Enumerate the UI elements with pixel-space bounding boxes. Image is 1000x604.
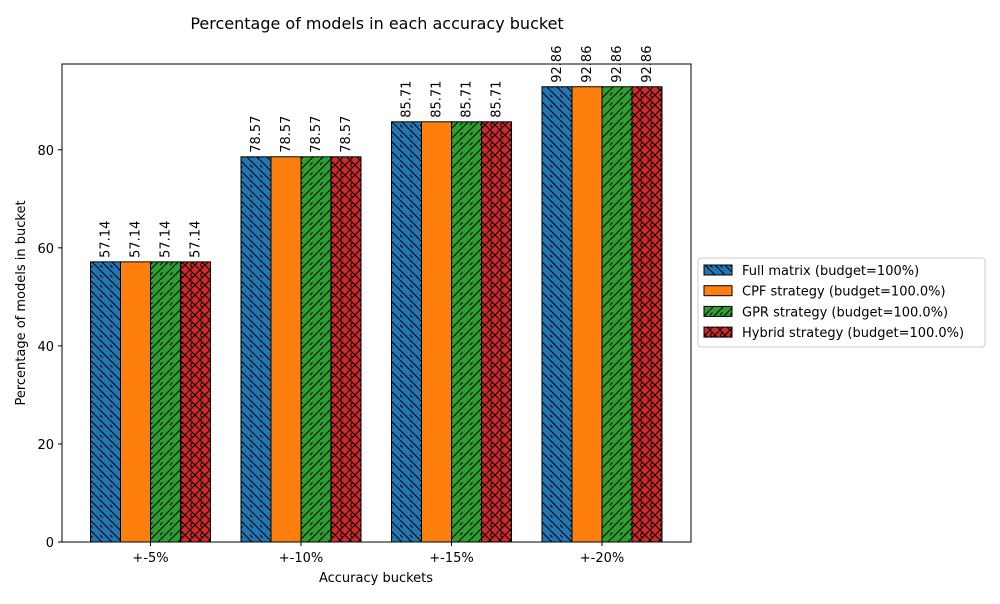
legend-swatch-outline: [703, 305, 733, 317]
legend-frame: [697, 257, 986, 348]
bar: [90, 261, 121, 543]
bar: [601, 86, 633, 543]
data-label: 85.71: [430, 81, 445, 118]
bar-hatch: [542, 86, 572, 542]
legend-swatch-outline: [703, 326, 733, 338]
bar-fill: [421, 121, 452, 542]
bar-hatch: [241, 156, 271, 542]
legend-item: CPF strategy (budget=100.0%): [703, 285, 946, 300]
y-tick-label: 0: [46, 536, 54, 551]
legend-swatch-hatch: [704, 327, 732, 338]
x-tick-label: +-20%: [580, 551, 624, 566]
bars-layer: [90, 86, 663, 543]
bar: [481, 121, 512, 543]
data-label: 85.71: [400, 81, 415, 118]
bar-fill: [572, 86, 602, 542]
legend-label: CPF strategy (budget=100.0%): [742, 285, 946, 300]
data-label: 85.71: [490, 81, 505, 118]
x-tick-label: +-5%: [132, 551, 168, 566]
bar: [150, 261, 181, 543]
data-label: 78.57: [339, 116, 354, 153]
bar-hatch: [301, 156, 331, 542]
legend-item: Hybrid strategy (budget=100.0%): [703, 326, 964, 341]
bar: [180, 261, 211, 543]
legend-swatch-hatch: [704, 306, 732, 317]
chart-title: Percentage of models in each accuracy bu…: [190, 14, 563, 33]
bar-hatch: [481, 121, 512, 542]
bar-hatch: [391, 121, 422, 542]
legend-label: Full matrix (budget=100%): [742, 264, 919, 279]
data-label: 57.14: [189, 221, 204, 258]
data-label: 78.57: [279, 116, 294, 153]
bar: [451, 121, 482, 543]
bar: [330, 156, 362, 543]
bar-hatch: [602, 86, 632, 542]
bar: [571, 86, 603, 543]
data-label: 57.14: [129, 221, 144, 258]
bar: [541, 86, 573, 543]
legend-swatch-outline: [703, 264, 733, 276]
legend-label: GPR strategy (budget=100.0%): [742, 305, 948, 320]
legend-item: Full matrix (budget=100%): [703, 264, 919, 279]
legend: Full matrix (budget=100%) CPF strategy (b…: [697, 257, 986, 348]
x-axis-label: Accuracy buckets: [319, 571, 433, 586]
bar-hatch: [632, 86, 662, 542]
y-tick-label: 80: [37, 144, 54, 159]
bar-hatch: [150, 261, 181, 542]
data-labels-layer: 57.14 57.14 57.14 57.14 78.57 78.57 78.57 78.57…: [99, 46, 656, 258]
y-tick-label: 20: [37, 438, 54, 453]
data-label: 57.14: [99, 221, 114, 258]
legend-label: Hybrid strategy (budget=100.0%): [742, 326, 964, 341]
bar: [270, 156, 302, 543]
data-label: 78.57: [309, 116, 324, 153]
plot-frame: [61, 63, 692, 543]
y-tick-label: 40: [37, 340, 54, 355]
legend-swatch-outline: [703, 285, 733, 297]
data-label: 85.71: [460, 81, 475, 118]
legend-item: GPR strategy (budget=100.0%): [703, 305, 948, 320]
y-tick-label: 60: [37, 242, 54, 257]
data-label: 57.14: [159, 221, 174, 258]
bar: [300, 156, 332, 543]
bar: [421, 121, 452, 543]
y-axis-label: Percentage of models in bucket: [14, 200, 29, 405]
legend-swatch-hatch: [704, 265, 732, 275]
bar: [240, 156, 272, 543]
bar: [120, 261, 151, 543]
data-label: 78.57: [249, 116, 264, 153]
bar-fill: [120, 261, 151, 542]
bar: [631, 86, 663, 543]
x-tick-label: +-10%: [279, 551, 323, 566]
axes-layer: +-5% +-10% +-15% +-20% 0 20 40 60 80: [37, 63, 692, 566]
bar-fill: [271, 156, 301, 542]
legend-swatch: [704, 285, 732, 296]
bar-hatch: [451, 121, 482, 542]
bar-hatch: [331, 156, 361, 542]
bar-hatch: [180, 261, 211, 542]
bar-hatch: [90, 261, 121, 542]
bar: [391, 121, 422, 543]
x-tick-label: +-15%: [429, 551, 473, 566]
